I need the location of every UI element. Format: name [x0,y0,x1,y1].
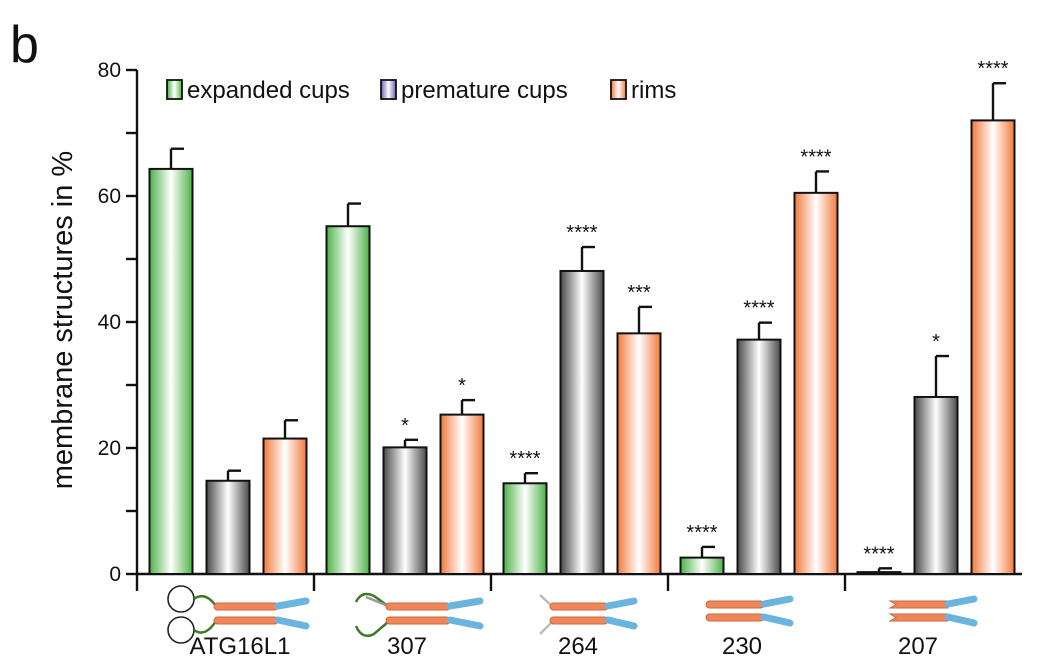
schematic-307 [354,592,484,637]
bar [616,332,662,575]
y-tick-label: 20 [98,437,121,460]
bar [970,119,1016,576]
legend: expanded cups premature cups rims [166,77,676,104]
bar [382,446,428,575]
bar [205,479,251,576]
significance-label: **** [743,298,774,320]
bar [325,225,371,576]
x-tick-label: 264 [558,633,598,660]
x-tick-label: 230 [722,633,762,660]
x-tick-label: 307 [387,633,427,660]
significance-label: **** [509,448,540,470]
y-tick-label: 60 [98,185,121,208]
bars: ********************************** [148,58,1016,576]
schematic-207 [888,595,978,627]
legend-label: premature cups [401,77,568,104]
bar [793,191,839,575]
bar [439,413,485,575]
y-tick-label: 0 [109,563,121,586]
significance-label: * [932,331,940,353]
bar [502,482,548,575]
legend-swatch [610,79,627,100]
y-tick-label: 40 [98,311,121,334]
schematic-230 [705,595,794,627]
legend-swatch [380,79,397,100]
bar [856,571,902,575]
x-tick-label: ATG16L1 [190,633,291,660]
bar [736,338,782,576]
schematic-atg16l1 [167,585,310,644]
bar [262,437,308,575]
legend-label: rims [631,77,676,104]
bar [913,395,959,575]
panel-label: b [10,16,39,74]
construct-schematics [167,585,978,644]
significance-label: * [458,375,466,397]
significance-label: **** [686,522,717,544]
significance-label: *** [627,282,651,304]
x-tick-label: 207 [898,633,938,660]
significance-label: **** [800,146,831,168]
legend-label: expanded cups [187,77,350,104]
significance-label: **** [863,543,894,565]
significance-label: **** [977,58,1008,80]
significance-label: **** [566,222,597,244]
y-axis-label: membrane structures in % [47,151,79,489]
legend-swatch [166,79,183,100]
significance-label: * [401,415,409,437]
bar [148,167,194,575]
schematic-264 [539,594,638,635]
bar [559,269,605,575]
category-labels: ATG16L1 307 264 230 207 [190,574,938,660]
y-ticks: 0 20 40 60 80 [98,59,137,586]
y-tick-label: 80 [98,59,121,82]
bar [679,556,725,575]
